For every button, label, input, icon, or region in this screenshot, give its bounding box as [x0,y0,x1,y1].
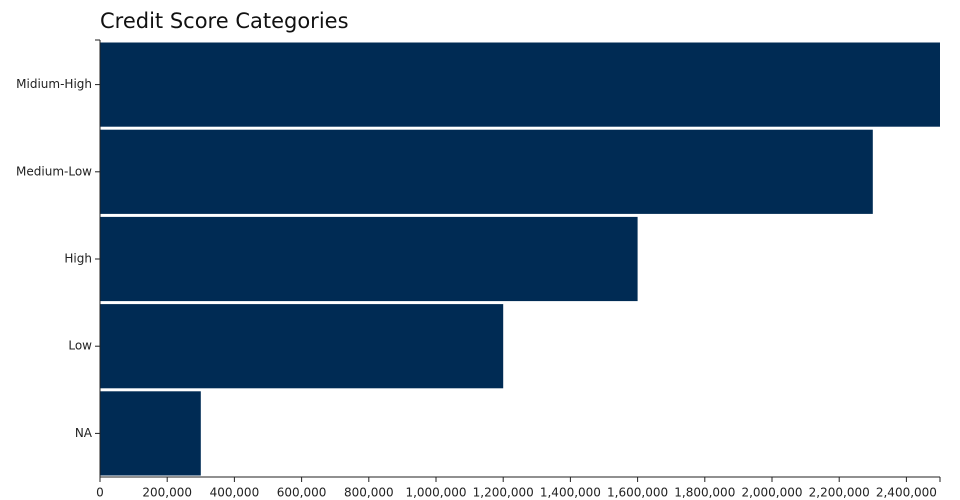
y-tick-label: Low [68,339,92,353]
x-tick-label: 400,000 [210,486,260,500]
bar [100,216,638,302]
x-tick-label: 1,800,000 [674,486,735,500]
bar [100,129,873,214]
x-tick-label: 2,400,000 [876,486,937,500]
x-tick-label: 800,000 [344,486,394,500]
x-tick-label: 1,600,000 [607,486,668,500]
chart-title: Credit Score Categories [100,9,349,33]
x-tick-label: 2,000,000 [741,486,802,500]
bar [100,391,201,476]
x-tick-label: 1,000,000 [405,486,466,500]
y-tick-label: Medium-Low [16,164,92,178]
y-tick-label: NA [75,426,93,440]
x-tick-label: 0 [96,486,104,500]
x-tick-label: 200,000 [142,486,192,500]
x-tick-label: 1,200,000 [473,486,534,500]
x-tick-label: 2,200,000 [809,486,870,500]
bar [100,42,940,127]
x-tick-label: 1,400,000 [540,486,601,500]
bar [100,304,504,389]
y-tick-label: Midium-High [16,77,92,91]
x-tick-label: 600,000 [277,486,327,500]
y-tick-label: High [64,252,92,266]
